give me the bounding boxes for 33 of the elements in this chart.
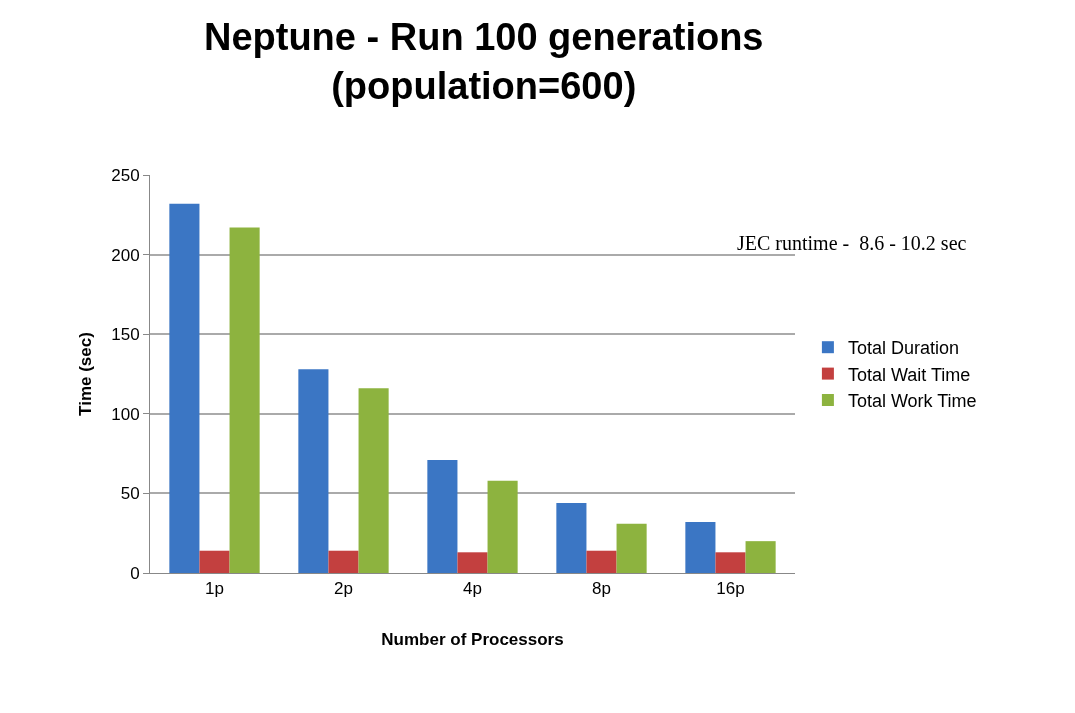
annotation: JEC runtime - 8.6 - 10.2 sec: [737, 232, 967, 254]
bar: [715, 552, 746, 573]
y-tick-label: 50: [120, 484, 140, 504]
bar: [358, 388, 389, 573]
legend-label: Total Duration: [847, 338, 959, 359]
bar: [745, 541, 776, 573]
chart-title: Neptune - Run 100 generations (population=600): [203, 15, 764, 108]
y-tick-label: 150: [111, 325, 140, 345]
x-tick-label: 4p: [463, 579, 482, 599]
bar: [199, 550, 230, 573]
y-tick-label: 250: [111, 165, 140, 185]
bar: [298, 369, 329, 573]
x-tick-label: 1p: [205, 579, 224, 599]
bar: [169, 203, 200, 573]
bar: [457, 552, 488, 573]
bar: [556, 502, 587, 573]
bar: [586, 550, 617, 573]
x-tick-label: 16p: [716, 579, 745, 599]
y-tick-label: 200: [111, 245, 140, 265]
x-tick-label: 2p: [334, 579, 353, 599]
bar: [616, 523, 647, 573]
y-tick-label: 100: [111, 404, 140, 424]
bar: [328, 550, 359, 573]
y-tick-label: 0: [130, 563, 140, 583]
bar: [685, 522, 716, 573]
bar: [229, 227, 260, 573]
bar: [487, 480, 518, 573]
legend-label: Total Work Time: [847, 391, 977, 412]
x-tick-label: 8p: [592, 579, 611, 599]
y-axis-title: Time (sec): [75, 332, 95, 416]
legend-label: Total Wait Time: [847, 364, 971, 385]
x-axis-title: Number of Processors: [381, 629, 564, 649]
bar: [427, 459, 458, 573]
